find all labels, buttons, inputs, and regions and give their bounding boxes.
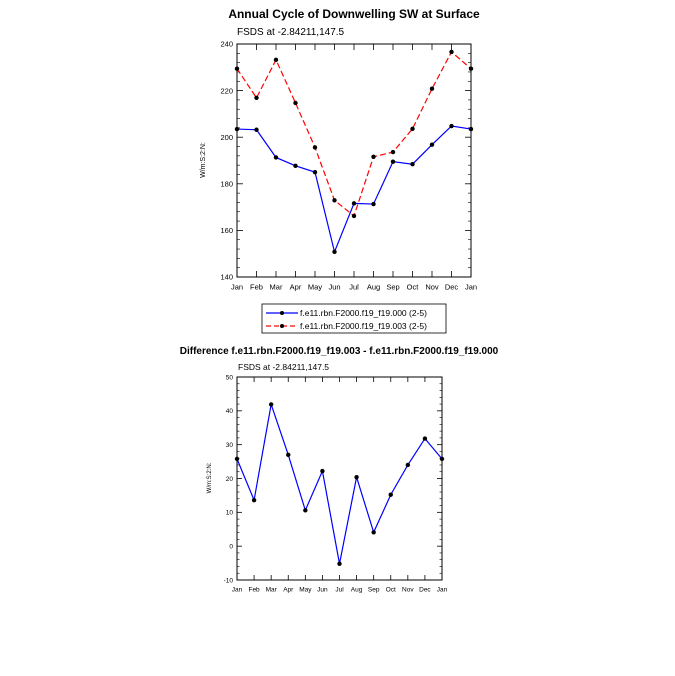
chart1-series-1-point [468,126,474,132]
chart1-xtick-label: Jan [231,283,243,292]
chart1-series-2-point [410,126,415,132]
legend-box [261,303,447,334]
chart2-xtick-label: Nov [402,587,414,594]
chart2-series-1-point [354,474,359,480]
chart1-ytick-label: 180 [220,180,233,189]
legend-label-series2: f.e11.rbn.F2000.f19_f19.003 (2-5) [300,321,427,331]
chart2-series-1-point [251,497,257,503]
chart1-series-2-point [429,86,435,91]
chart1-series-1-point [429,142,435,147]
chart2-xtick-label: Feb [248,587,260,594]
chart2-series-1-point [234,456,240,462]
chart2-series-1-point [439,456,445,462]
chart1-series-2-point [371,154,376,159]
chart1-xtick-label: Aug [367,283,380,292]
chart1-ytick-label: 140 [220,273,233,282]
chart1-xtick-label: Oct [407,283,420,292]
chart1-frame [236,43,472,278]
chart2-series-1-point [388,492,393,497]
chart1-subtitle: FSDS at -2.84211,147.5 [237,27,345,38]
chart2-ylabel: W/m:S:2:N: [207,462,213,493]
chart1-xtick-label: Jul [349,283,359,292]
chart1-series-2-point [293,100,298,106]
legend-marker-series2 [280,324,284,328]
chart2-ytick-label: 10 [226,510,234,517]
chart1-series-1-point [410,162,415,167]
chart1-xtick-label: Apr [290,283,302,292]
chart2-xtick-label: Jan [232,587,243,594]
chart1-series-1-point [273,155,279,160]
chart2-ytick-label: 40 [226,408,234,415]
chart1-xtick-label: Dec [445,283,459,292]
chart1-xtick-label: Jan [465,283,477,292]
chart2-xtick-label: Oct [386,587,396,594]
chart2-xtick-label: Jul [335,587,344,594]
chart1-ytick-label: 160 [220,226,233,235]
chart1-xtick-label: May [308,283,322,292]
chart1-series-2-line [236,50,472,217]
chart2-series-1-point [268,402,274,407]
chart2-title: Difference f.e11.rbn.F2000.f19_f19.003 -… [180,346,499,357]
chart1-series-1-point [371,201,376,207]
chart2-xtick-label: Jan [437,587,448,594]
chart2-xtick-label: Dec [419,587,431,594]
chart1-series-1-point [254,127,259,132]
chart1-legend: f.e11.rbn.F2000.f19_f19.000 (2-5) f.e11.… [261,303,447,334]
chart2-series-1-point [303,508,308,513]
chart2-series-1-point [422,436,428,441]
legend-label-series1: f.e11.rbn.F2000.f19_f19.000 (2-5) [300,308,427,318]
chart2-series-1-point [371,530,376,535]
chart1-series-2-point [468,66,474,71]
chart1-series-1-point [234,126,240,132]
chart1-title: Annual Cycle of Downwelling SW at Surfac… [228,7,480,21]
chart1-series-1-point [332,249,337,255]
chart2-xtick-label: Mar [266,587,278,594]
chart1-series-1-point [449,123,454,129]
chart2-series-1-point [337,561,342,566]
chart1-series-2-point [234,66,240,71]
chart2-plot: Jan Feb Mar Apr May Jun Jul Aug Sep Oct Nov Dec Jan -… [224,374,448,593]
chart1-xtick-label: Jun [328,283,340,292]
chart1-ylabel: W/m:S:2:N: [200,142,207,178]
chart1-xtick-label: Nov [425,283,439,292]
chart1-series-2-point [254,95,259,101]
chart2-xtick-label: Apr [283,587,294,594]
chart1-series-1-point [390,159,396,164]
chart1-plot: Jan Feb Mar Apr May Jun Jul Aug Sep Oct Nov Dec Jan1… [220,40,477,292]
chart2-ytick-label: -10 [224,577,234,584]
chart2-subtitle: FSDS at -2.84211,147.5 [238,362,329,372]
chart1-series-2-point [273,57,279,63]
chart1-ytick-label: 200 [220,133,233,142]
chart2-ytick-label: 30 [226,442,234,449]
chart1-series-2-point [312,145,318,150]
chart1-ytick-label: 240 [220,40,233,49]
chart2-xtick-label: Aug [351,587,363,594]
chart2-ytick-label: 50 [226,374,234,381]
chart2-series-1-point [286,452,291,458]
chart2-ytick-label: 0 [229,544,233,551]
chart2-series-1-point [405,462,411,468]
chart1-xtick-label: Feb [250,283,263,292]
chart2-xtick-label: Jun [317,587,328,594]
chart1-series-1-point [312,169,318,175]
chart2-frame [236,376,443,581]
chart1-series-1-line [236,125,472,254]
chart1-series-1-point [351,201,357,206]
chart2-xtick-label: Sep [368,587,380,594]
chart1-series-1-point [293,163,298,169]
chart2-series-1-point [320,468,325,474]
chart2-ytick-label: 20 [226,476,234,483]
chart2-series-1-line [236,404,443,564]
chart1-xtick-label: Mar [270,283,283,292]
chart2-xtick-label: May [299,587,312,594]
chart1-series-2-point [332,198,337,203]
chart1-series-2-point [390,149,396,155]
chart1-xtick-label: Sep [386,283,399,292]
chart1-series-2-point [449,49,454,55]
chart1-series-2-point [351,213,357,219]
chart1-ytick-label: 220 [220,86,233,95]
legend-marker-series1 [280,311,284,315]
